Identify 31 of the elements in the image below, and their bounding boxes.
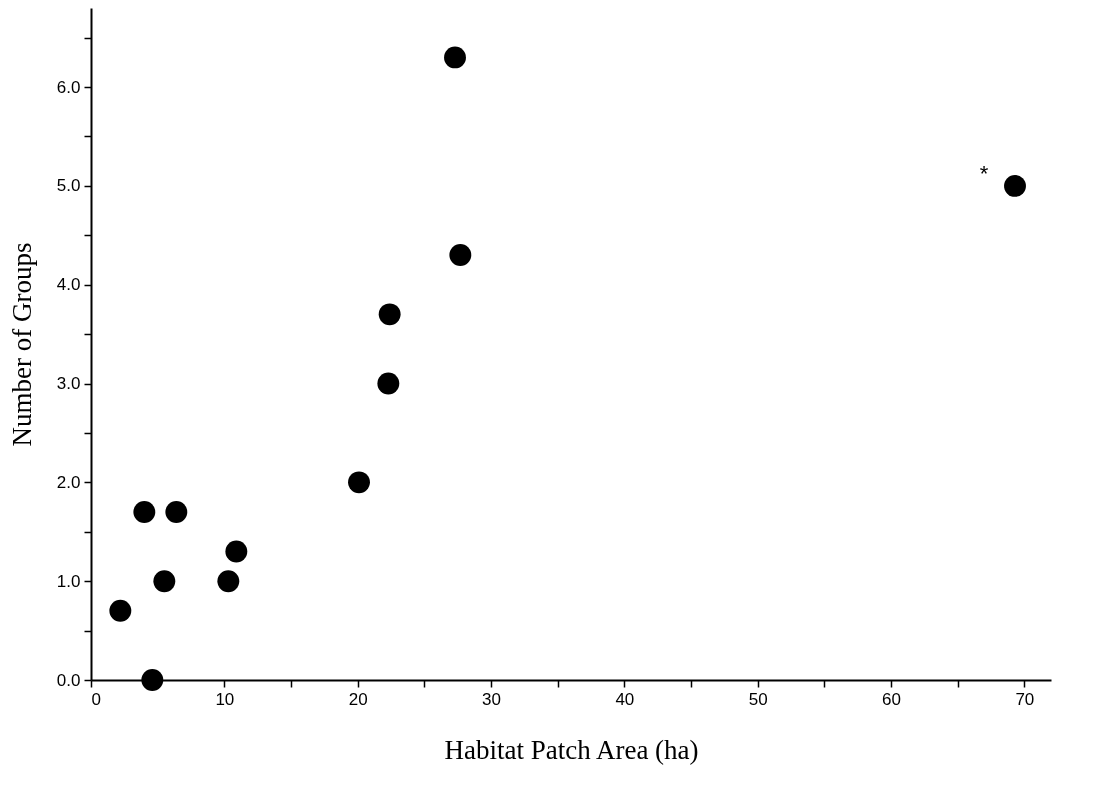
point [153,570,176,593]
x-tick-label: 60 [882,689,901,709]
point [109,599,132,622]
point [1004,174,1026,197]
point [165,501,188,523]
point [449,244,472,266]
x-tick-label: 30 [482,689,501,709]
y-tick-label: 6.0 [56,77,81,97]
point [133,501,156,523]
y-tick-label: 0.0 [56,670,81,690]
y-tick-label: 3.0 [56,374,81,394]
point [141,669,164,691]
point [444,46,466,69]
x-tick-label: 10 [215,689,235,709]
x-tick-label: 40 [615,689,635,709]
point [225,540,248,563]
x-axis-title: Habitat Patch Area (ha) [444,734,699,765]
annotation: * [979,161,989,186]
y-tick-label: 2.0 [56,472,81,492]
y-tick-label: 4.0 [56,275,81,295]
point [217,570,240,593]
y-axis-title: Number of Groups [6,242,37,447]
point [348,471,370,494]
y-tick-label: 5.0 [56,176,81,196]
point [378,303,401,326]
x-tick-label: 70 [1015,689,1035,709]
y-tick-label: 1.0 [56,571,81,591]
x-tick-label: 20 [348,689,368,709]
point [377,372,400,395]
x-tick-label: 50 [748,689,768,709]
x-tick-label: 0 [91,689,101,709]
